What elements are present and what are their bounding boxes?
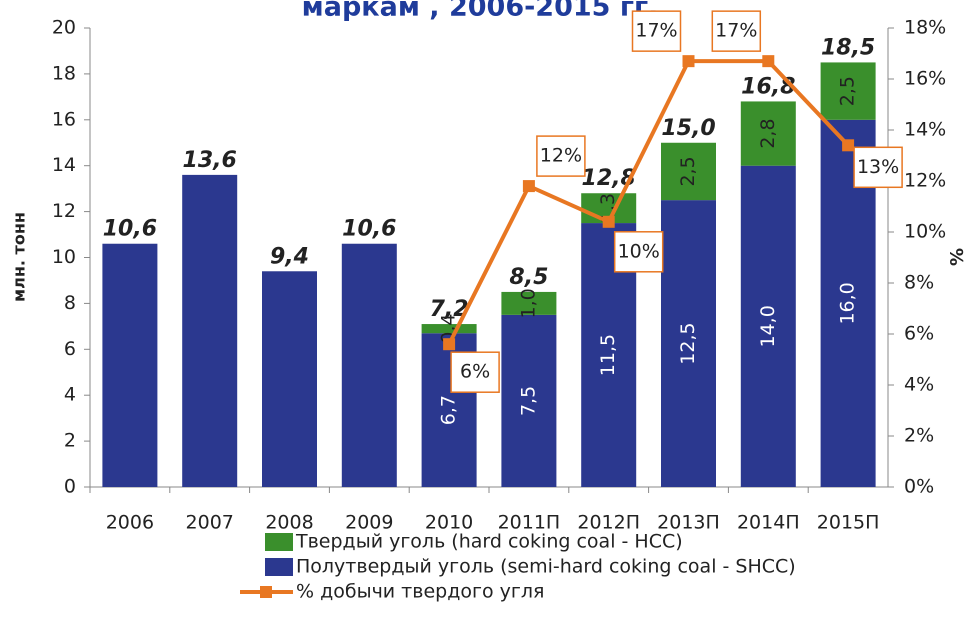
x-tick-label: 2007	[186, 512, 234, 534]
data-label: 13%	[857, 156, 899, 178]
line-marker	[602, 215, 615, 228]
total-label: 8,5	[509, 265, 548, 290]
y-tick-label: 0	[64, 476, 76, 498]
total-label: 13,6	[183, 148, 237, 173]
bar-segment	[341, 243, 397, 487]
bar-segment	[661, 142, 716, 201]
x-tick-label: 2014П	[737, 512, 800, 534]
bar-segment	[501, 291, 557, 315]
legend-label: % добычи твердого угля	[296, 581, 544, 603]
y2-tick-label: 18%	[904, 17, 946, 39]
legend-swatch	[265, 558, 293, 576]
label-box	[450, 351, 500, 393]
segment-label: 1,0	[517, 288, 539, 318]
y-tick-label: 4	[64, 384, 76, 406]
y2-tick-label: 12%	[904, 170, 946, 192]
y2-tick-label: 0%	[904, 476, 934, 498]
total-label: 18,5	[821, 35, 875, 60]
y-tick-label: 18	[52, 62, 76, 84]
line-marker	[762, 55, 775, 68]
segment-label: 11,5	[597, 334, 619, 376]
y-axis-label: млн. тонн	[10, 212, 29, 302]
segment-label: 7,5	[517, 386, 539, 416]
segment-label: 2,5	[837, 76, 859, 106]
line-marker	[842, 139, 855, 152]
data-label: 6%	[460, 361, 490, 383]
y-tick-label: 14	[52, 154, 76, 176]
segment-label: 2,8	[757, 118, 779, 148]
total-label: 16,8	[741, 74, 795, 99]
y2-tick-label: 2%	[904, 425, 934, 447]
y2-tick-label: 4%	[904, 374, 934, 396]
segment-label: 6,7	[438, 395, 460, 425]
y2-tick-label: 6%	[904, 323, 934, 345]
line-marker	[682, 55, 695, 68]
x-tick-label: 2011П	[498, 512, 561, 534]
label-box	[631, 10, 682, 52]
label-box	[613, 231, 664, 273]
label-box	[711, 10, 762, 52]
x-tick-label: 2008	[265, 512, 313, 534]
bar-segment	[501, 314, 557, 487]
y2-tick-label: 14%	[904, 119, 946, 141]
data-label: 17%	[715, 20, 757, 42]
y-tick-label: 20	[52, 17, 76, 39]
legend-swatch	[265, 533, 293, 551]
total-label: 10,6	[103, 217, 157, 242]
x-tick-label: 2015П	[817, 512, 880, 534]
bar-segment	[102, 243, 158, 487]
segment-label: 12,5	[677, 322, 699, 364]
bar-segment	[421, 324, 477, 334]
y-tick-label: 10	[52, 246, 76, 268]
y2-axis-label: %	[947, 248, 968, 266]
legend-marker	[260, 586, 272, 598]
total-label: 15,0	[661, 116, 715, 141]
bar-segment	[182, 174, 238, 487]
x-tick-label: 2013П	[657, 512, 720, 534]
y2-tick-label: 10%	[904, 221, 946, 243]
y-tick-label: 12	[52, 200, 76, 222]
legend-label: Твердый уголь (hard coking coal - HCC)	[295, 531, 683, 553]
label-box	[536, 135, 586, 177]
line-marker	[522, 180, 535, 193]
y-tick-label: 8	[64, 292, 76, 314]
data-label: 12%	[540, 145, 582, 167]
segment-label: 2,5	[677, 156, 699, 186]
x-tick-label: 2012П	[577, 512, 640, 534]
data-label: 17%	[635, 20, 677, 42]
y-tick-label: 2	[64, 430, 76, 452]
bar-segment	[740, 165, 796, 487]
total-label: 9,4	[270, 244, 309, 269]
bar-segment	[740, 101, 796, 166]
label-box	[853, 146, 903, 189]
legend-label: Полутвердый уголь (semi-hard coking coal…	[296, 556, 796, 578]
segment-label: 14,0	[757, 305, 779, 347]
x-tick-label: 2009	[345, 512, 393, 534]
line	[447, 59, 850, 346]
y-tick-label: 16	[52, 108, 76, 130]
segment-label: 16,0	[837, 282, 859, 324]
line-marker	[443, 338, 456, 351]
y-tick-label: 6	[64, 338, 76, 360]
data-label: 10%	[618, 240, 660, 262]
x-tick-label: 2010	[425, 512, 473, 534]
bar-segment	[262, 271, 317, 487]
chart-title: маркам , 2006-2015 гг.	[302, 0, 659, 23]
total-label: 10,6	[342, 217, 396, 242]
y2-tick-label: 16%	[904, 68, 946, 90]
bar-segment	[661, 200, 716, 487]
bar-segment	[820, 62, 876, 120]
x-tick-label: 2006	[106, 512, 154, 534]
y2-tick-label: 8%	[904, 272, 934, 294]
